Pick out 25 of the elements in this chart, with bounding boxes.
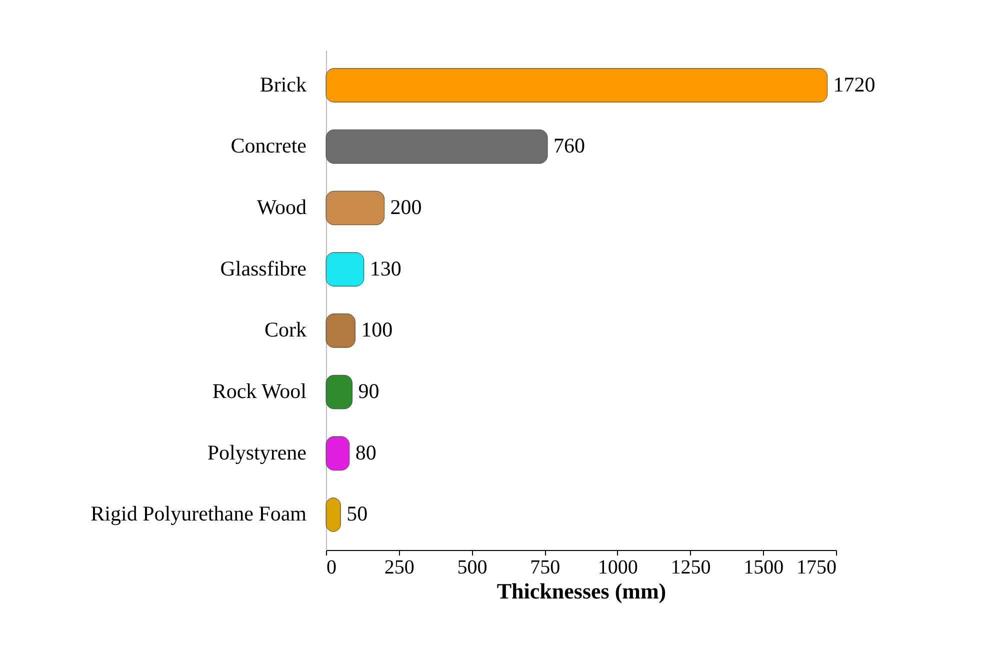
x-tick-label: 0 [326,556,336,578]
x-axis-title: Thicknesses (mm) [496,578,666,604]
y-tick-label: Glassfibre [220,256,306,280]
data-label: 100 [361,318,393,342]
data-label: 200 [390,194,422,219]
y-tick-label: Cork [264,318,307,342]
data-label: 80 [355,440,376,464]
data-label: 1720 [833,72,876,96]
y-tick-label: Concrete [230,134,306,158]
x-tick-label: 750 [530,556,560,578]
x-tick-label: 1000 [598,556,638,578]
y-tick-label: Wood [256,194,307,219]
x-tick-label: 250 [384,556,414,578]
x-tick-label: 500 [457,556,488,578]
data-label: 90 [358,379,380,404]
data-label: 50 [346,502,368,526]
data-label: 760 [553,134,585,158]
x-tick-label: 1250 [670,556,711,578]
data-label: 130 [370,256,402,280]
y-tick-label: Rigid Polyurethane Foam [90,502,306,526]
y-tick-label: Polystyrene [207,440,306,464]
y-tick-label: Rock Wool [212,379,307,404]
y-tick-label: Brick [260,72,307,96]
x-tick-label: 1500 [744,556,784,578]
x-tick-label: 1750 [796,556,836,578]
